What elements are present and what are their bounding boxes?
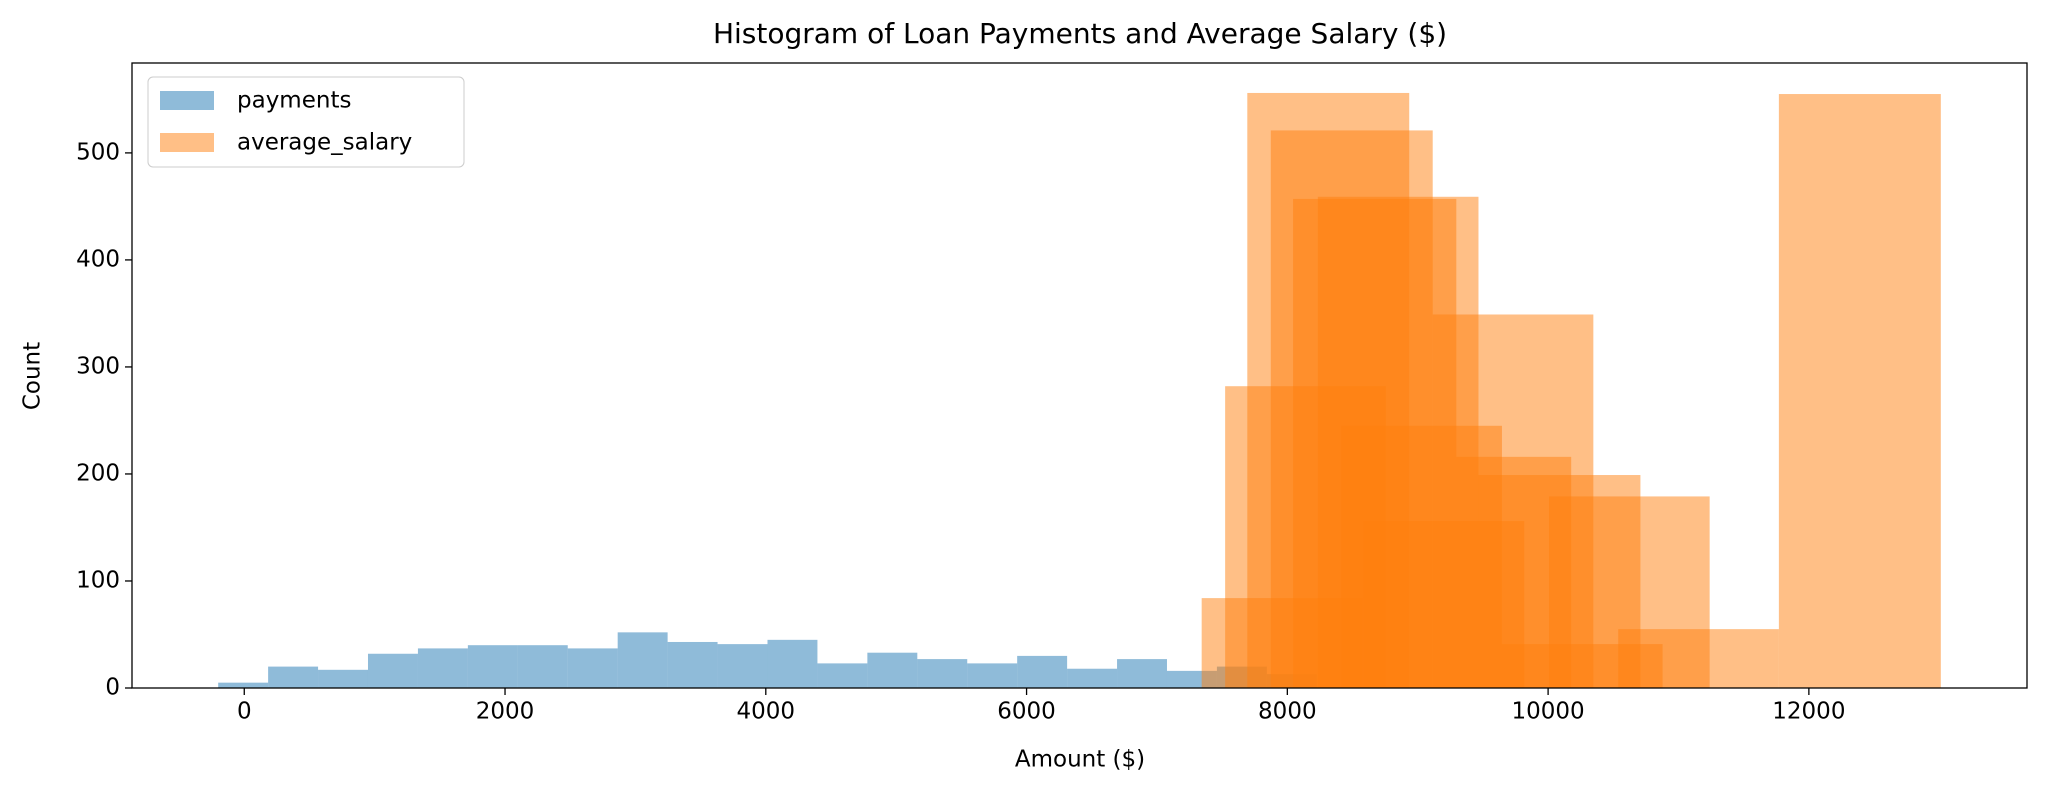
hist-bar [1201,598,1363,688]
legend-swatch [160,91,214,110]
hist-bar [767,639,818,688]
hist-bar [867,652,918,688]
legend-label: payments [237,88,351,114]
y-tick-label: 200 [76,460,120,486]
hist-bar [1778,94,1941,689]
hist-bar [917,659,968,688]
legend-swatch [160,133,214,152]
hist-bar [967,663,1018,688]
x-tick-label: 12000 [1772,699,1845,725]
y-tick-label: 500 [76,139,120,165]
x-axis-label: Amount ($) [1015,747,1145,773]
chart-title: Histogram of Loan Payments and Average S… [713,17,1447,50]
x-tick-label: 8000 [1258,699,1317,725]
hist-bar [1117,659,1167,688]
x-tick-label: 10000 [1512,699,1585,725]
hist-bar [667,641,718,688]
hist-bar [517,645,568,688]
hist-bar [1017,655,1068,688]
hist-bar [218,682,269,688]
hist-bar [717,644,768,688]
y-tick-label: 400 [76,246,120,272]
hist-bar [318,669,368,688]
x-tick-label: 4000 [737,699,796,725]
hist-bar [417,648,468,688]
y-tick-label: 0 [105,675,120,701]
legend-box [147,76,465,168]
hist-bar [268,666,319,688]
hist-bar [1501,644,1663,688]
y-tick-label: 100 [76,567,120,593]
hist-bar [1363,521,1525,688]
y-axis-label: Count [20,342,46,410]
x-tick-label: 6000 [997,699,1056,725]
hist-bar [467,645,518,688]
x-tick-label: 2000 [476,699,535,725]
legend-label: average_salary [237,130,412,156]
y-tick-label: 300 [76,353,120,379]
hist-bar [817,663,868,688]
x-tick-label: 0 [237,699,252,725]
hist-bar [567,648,618,688]
hist-bar [367,653,418,688]
hist-bar [617,632,668,688]
hist-bar [1067,668,1118,688]
plot-frame [131,62,2028,689]
